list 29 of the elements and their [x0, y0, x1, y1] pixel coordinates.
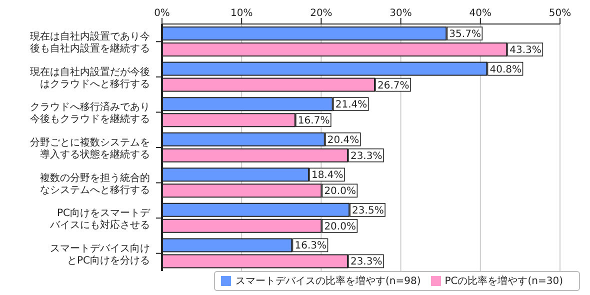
data-label: 23.3%: [350, 150, 382, 162]
data-label: 26.7%: [378, 80, 410, 92]
y-tick-label: 分野ごとに複数システムを導入する状態を継続する: [30, 136, 150, 160]
data-label: 20.0%: [324, 221, 356, 232]
legend-label: PCの比率を増やす(n=30): [444, 276, 563, 287]
y-tick-label: クラウドへ移行済みであり今後もクラウドを継続する: [30, 101, 150, 126]
data-label: 16.7%: [298, 116, 330, 127]
legend-label: スマートデバイスの比率を増やす(n=98): [235, 276, 421, 287]
data-label: 35.7%: [449, 29, 481, 40]
x-tick-label: 50%: [548, 8, 572, 19]
y-tick-label: スマートデバイス向けとPC向けを分ける: [50, 242, 150, 266]
data-label: 16.3%: [294, 240, 327, 252]
data-label: 23.3%: [350, 256, 382, 268]
y-tick-label: 現在は自社内設置であり今後も自社内設置を継続する: [30, 30, 150, 55]
x-tick-label: 10%: [230, 8, 253, 19]
y-tick-label: 現在は自社内設置だが今後はクラウドへと移行する: [30, 66, 150, 90]
data-label: 43.3%: [510, 45, 542, 56]
y-tick-label: PC向けをスマートデバイスにも対応させる: [49, 207, 151, 232]
data-label: 40.8%: [490, 64, 522, 76]
data-label: 21.4%: [335, 100, 368, 111]
y-tick-label: 複数の分野を担う統合的なシステムへと移行する: [40, 172, 150, 196]
data-label: 23.5%: [352, 205, 384, 216]
x-tick-label: 20%: [310, 8, 332, 19]
x-tick-label: 0%: [154, 8, 170, 19]
data-label: 20.0%: [324, 186, 356, 198]
data-label: 18.4%: [311, 170, 344, 182]
data-label: 20.4%: [327, 134, 360, 146]
x-tick-label: 40%: [469, 8, 492, 19]
x-tick-label: 30%: [390, 8, 412, 19]
